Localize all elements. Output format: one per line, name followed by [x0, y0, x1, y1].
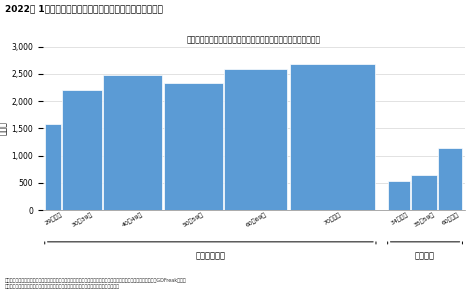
Bar: [164, 83, 223, 210]
Text: 2022年 1世帯当たり年間の消費支出（世帯数と消費支出）: 2022年 1世帯当たり年間の消費支出（世帯数と消費支出）: [5, 4, 163, 13]
Y-axis label: （円）: （円）: [0, 121, 8, 135]
Bar: [225, 69, 287, 210]
Bar: [411, 175, 438, 210]
Bar: [290, 64, 374, 210]
Text: 出所：『家計調査』（総務省）及び『日本の世帯数の将来推計（全国推計）』（国立社会保障・人口問題研究所）からGDFreak推計。
なお、縦棒の幅は当該区分の世帯数: 出所：『家計調査』（総務省）及び『日本の世帯数の将来推計（全国推計）』（国立社会…: [5, 278, 186, 289]
Title: （縦棒の横幅は全世帯数にしめる当該世帯カテゴリーのシェア）: （縦棒の横幅は全世帯数にしめる当該世帯カテゴリーのシェア）: [187, 36, 320, 45]
Bar: [438, 147, 462, 210]
Text: 単身世帯: 単身世帯: [415, 251, 435, 260]
Bar: [62, 90, 102, 210]
Text: 二人以上世帯: 二人以上世帯: [195, 251, 225, 260]
Bar: [388, 181, 410, 210]
Bar: [45, 124, 61, 210]
Bar: [103, 74, 162, 210]
